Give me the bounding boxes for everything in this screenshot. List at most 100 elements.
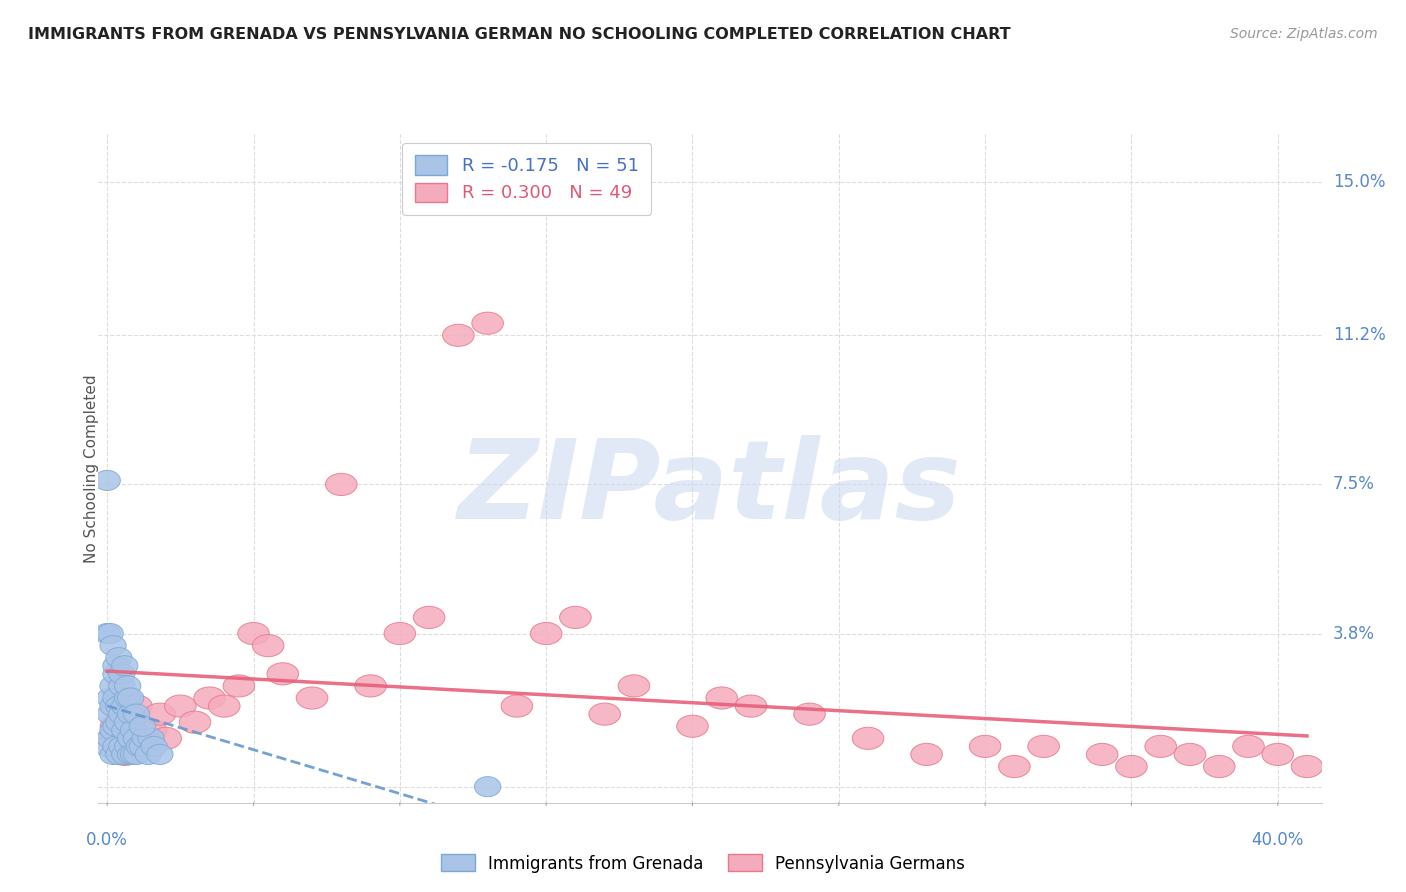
Ellipse shape bbox=[141, 736, 167, 756]
Ellipse shape bbox=[94, 624, 121, 644]
Ellipse shape bbox=[297, 687, 328, 709]
Ellipse shape bbox=[474, 777, 501, 797]
Ellipse shape bbox=[100, 715, 132, 738]
Ellipse shape bbox=[97, 727, 129, 749]
Ellipse shape bbox=[121, 695, 152, 717]
Ellipse shape bbox=[238, 623, 270, 645]
Ellipse shape bbox=[103, 735, 135, 757]
Ellipse shape bbox=[224, 675, 254, 697]
Ellipse shape bbox=[413, 607, 444, 629]
Ellipse shape bbox=[208, 695, 240, 717]
Text: ZIPatlas: ZIPatlas bbox=[458, 435, 962, 541]
Ellipse shape bbox=[794, 703, 825, 725]
Ellipse shape bbox=[118, 704, 143, 724]
Ellipse shape bbox=[143, 703, 176, 725]
Ellipse shape bbox=[129, 716, 156, 736]
Ellipse shape bbox=[121, 720, 146, 740]
Ellipse shape bbox=[121, 744, 146, 764]
Ellipse shape bbox=[150, 727, 181, 749]
Ellipse shape bbox=[97, 624, 124, 644]
Ellipse shape bbox=[103, 656, 129, 676]
Ellipse shape bbox=[676, 715, 709, 738]
Ellipse shape bbox=[326, 474, 357, 495]
Ellipse shape bbox=[94, 736, 121, 756]
Ellipse shape bbox=[1144, 735, 1177, 757]
Ellipse shape bbox=[118, 728, 143, 748]
Ellipse shape bbox=[354, 675, 387, 697]
Ellipse shape bbox=[118, 744, 143, 764]
Text: 40.0%: 40.0% bbox=[1251, 830, 1303, 848]
Ellipse shape bbox=[1233, 735, 1264, 757]
Ellipse shape bbox=[103, 664, 129, 684]
Ellipse shape bbox=[530, 623, 562, 645]
Text: 7.5%: 7.5% bbox=[1333, 475, 1375, 493]
Ellipse shape bbox=[135, 719, 167, 741]
Ellipse shape bbox=[114, 688, 141, 708]
Ellipse shape bbox=[114, 676, 141, 696]
Ellipse shape bbox=[105, 648, 132, 668]
Ellipse shape bbox=[706, 687, 738, 709]
Ellipse shape bbox=[100, 720, 127, 740]
Ellipse shape bbox=[735, 695, 766, 717]
Ellipse shape bbox=[111, 696, 138, 716]
Legend: Immigrants from Grenada, Pennsylvania Germans: Immigrants from Grenada, Pennsylvania Ge… bbox=[434, 847, 972, 880]
Ellipse shape bbox=[501, 695, 533, 717]
Ellipse shape bbox=[179, 711, 211, 733]
Ellipse shape bbox=[97, 704, 124, 724]
Ellipse shape bbox=[103, 688, 129, 708]
Ellipse shape bbox=[1204, 756, 1234, 778]
Ellipse shape bbox=[108, 736, 135, 756]
Ellipse shape bbox=[911, 743, 942, 765]
Ellipse shape bbox=[100, 696, 127, 716]
Ellipse shape bbox=[100, 744, 127, 764]
Ellipse shape bbox=[111, 720, 138, 740]
Ellipse shape bbox=[194, 687, 225, 709]
Y-axis label: No Schooling Completed: No Schooling Completed bbox=[84, 374, 98, 563]
Ellipse shape bbox=[103, 736, 129, 756]
Ellipse shape bbox=[969, 735, 1001, 757]
Text: Source: ZipAtlas.com: Source: ZipAtlas.com bbox=[1230, 27, 1378, 41]
Ellipse shape bbox=[560, 607, 591, 629]
Text: 11.2%: 11.2% bbox=[1333, 326, 1385, 344]
Ellipse shape bbox=[589, 703, 620, 725]
Ellipse shape bbox=[103, 716, 129, 736]
Text: IMMIGRANTS FROM GRENADA VS PENNSYLVANIA GERMAN NO SCHOOLING COMPLETED CORRELATIO: IMMIGRANTS FROM GRENADA VS PENNSYLVANIA … bbox=[28, 27, 1011, 42]
Ellipse shape bbox=[114, 712, 141, 732]
Ellipse shape bbox=[1263, 743, 1294, 765]
Ellipse shape bbox=[852, 727, 884, 749]
Ellipse shape bbox=[1087, 743, 1118, 765]
Ellipse shape bbox=[129, 736, 156, 756]
Legend: R = -0.175   N = 51, R = 0.300   N = 49: R = -0.175 N = 51, R = 0.300 N = 49 bbox=[402, 143, 651, 215]
Ellipse shape bbox=[165, 695, 197, 717]
Ellipse shape bbox=[108, 704, 135, 724]
Ellipse shape bbox=[1174, 743, 1206, 765]
Ellipse shape bbox=[112, 727, 143, 749]
Text: 3.8%: 3.8% bbox=[1333, 624, 1375, 642]
Ellipse shape bbox=[100, 676, 127, 696]
Ellipse shape bbox=[111, 744, 138, 764]
Ellipse shape bbox=[135, 744, 162, 764]
Ellipse shape bbox=[127, 736, 153, 756]
Ellipse shape bbox=[124, 704, 149, 724]
Ellipse shape bbox=[105, 703, 138, 725]
Ellipse shape bbox=[267, 663, 298, 685]
Ellipse shape bbox=[146, 744, 173, 764]
Ellipse shape bbox=[108, 743, 141, 765]
Ellipse shape bbox=[138, 728, 165, 748]
Ellipse shape bbox=[1028, 735, 1060, 757]
Ellipse shape bbox=[111, 656, 138, 676]
Text: 0.0%: 0.0% bbox=[86, 830, 128, 848]
Ellipse shape bbox=[127, 735, 157, 757]
Ellipse shape bbox=[619, 675, 650, 697]
Ellipse shape bbox=[105, 712, 132, 732]
Ellipse shape bbox=[443, 324, 474, 346]
Ellipse shape bbox=[100, 635, 127, 656]
Ellipse shape bbox=[94, 470, 121, 491]
Ellipse shape bbox=[132, 728, 159, 748]
Text: 15.0%: 15.0% bbox=[1333, 173, 1385, 191]
Ellipse shape bbox=[108, 676, 135, 696]
Ellipse shape bbox=[115, 715, 146, 738]
Ellipse shape bbox=[97, 728, 124, 748]
Ellipse shape bbox=[998, 756, 1031, 778]
Ellipse shape bbox=[124, 744, 149, 764]
